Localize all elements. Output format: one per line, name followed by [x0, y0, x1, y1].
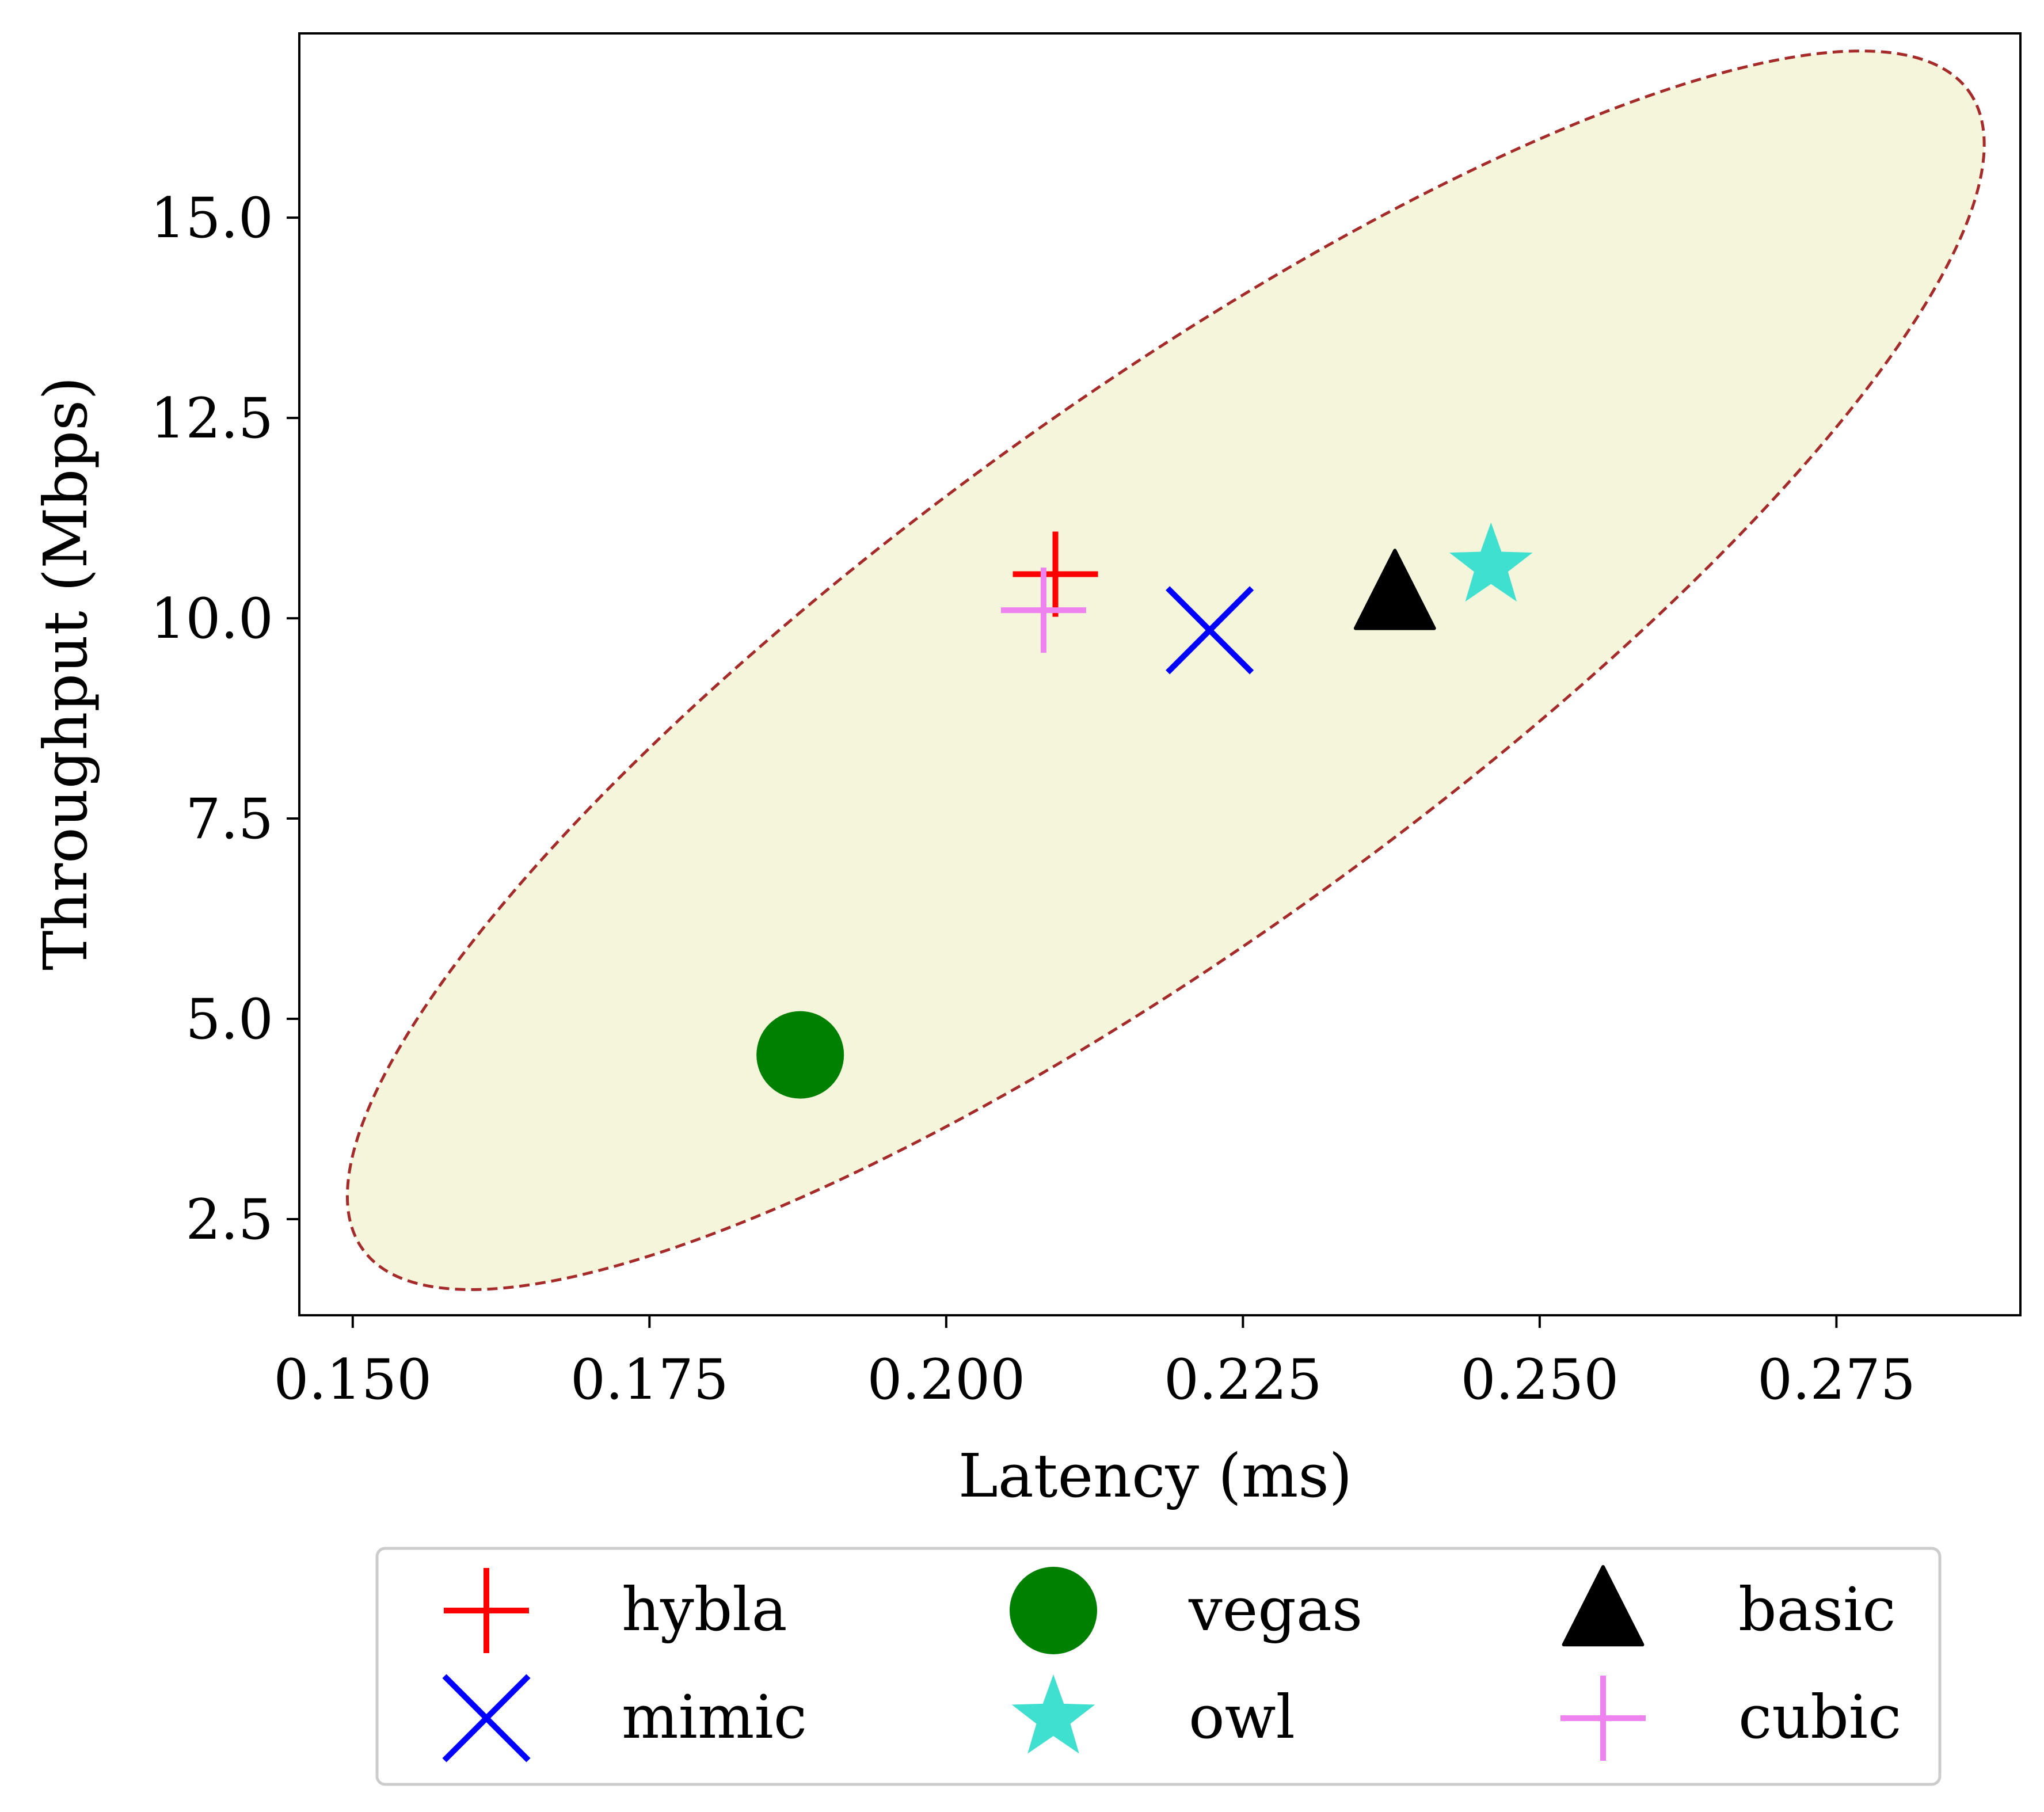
legend: hybla vegas basic mimic owl cubic — [375, 1547, 1942, 1786]
legend-entries: hybla vegas basic mimic owl cubic — [442, 1565, 1901, 1762]
legend-marker-cubic — [1560, 1676, 1646, 1761]
point-vegas — [756, 1011, 844, 1099]
marker-layer — [756, 522, 1533, 1099]
legend-label-cubic: cubic — [1738, 1682, 1901, 1752]
x-tick-label: 0.175 — [570, 1347, 729, 1412]
legend-label-mimic: mimic — [622, 1682, 807, 1752]
x-tick-label: 0.225 — [1164, 1347, 1322, 1412]
point-basic — [1353, 549, 1436, 630]
plot-frame — [298, 32, 2022, 1316]
legend-marker-mimic — [442, 1674, 531, 1762]
legend-marker-basic — [1562, 1565, 1645, 1647]
legend-label-hybla: hybla — [622, 1574, 787, 1644]
legend-label-owl: owl — [1189, 1682, 1295, 1752]
x-tick-label: 0.150 — [273, 1347, 432, 1412]
y-tick-label: 5.0 — [185, 987, 273, 1052]
y-tick-label: 10.0 — [150, 587, 273, 651]
x-tick-label: 0.250 — [1460, 1347, 1619, 1412]
point-owl — [1449, 522, 1533, 602]
x-axis: 0.150 0.175 0.200 0.225 0.250 0.275 — [273, 1315, 1916, 1412]
legend-marker-vegas — [1010, 1567, 1097, 1654]
point-mimic — [1166, 586, 1254, 675]
y-tick-label: 7.5 — [185, 787, 273, 851]
y-axis: 2.5 5.0 7.5 10.0 12.5 15.0 — [150, 186, 299, 1252]
y-tick-label: 15.0 — [150, 186, 273, 250]
y-axis-title: Throughput (Mbps) — [31, 376, 101, 970]
legend-marker-owl — [1011, 1674, 1095, 1754]
point-hybla — [1013, 531, 1098, 617]
point-cubic — [1000, 568, 1086, 653]
x-axis-title: Latency (ms) — [958, 1441, 1353, 1511]
x-tick-label: 0.275 — [1757, 1347, 1916, 1412]
x-tick-label: 0.200 — [867, 1347, 1025, 1412]
legend-label-vegas: vegas — [1188, 1574, 1362, 1644]
legend-marker-hybla — [444, 1568, 529, 1653]
y-tick-label: 12.5 — [150, 386, 273, 451]
legend-label-basic: basic — [1738, 1574, 1895, 1644]
y-tick-label: 2.5 — [185, 1187, 273, 1252]
legend-box — [375, 1547, 1942, 1786]
